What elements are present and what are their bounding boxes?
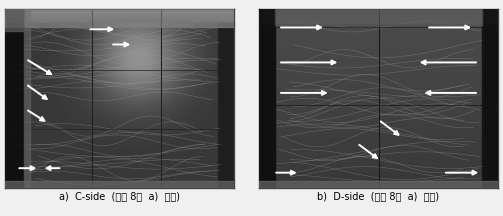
Bar <box>259 181 498 188</box>
Bar <box>5 9 25 188</box>
Bar <box>5 181 234 188</box>
Bar <box>259 9 275 188</box>
Bar <box>482 9 498 188</box>
Bar <box>275 9 482 25</box>
Bar <box>5 27 25 31</box>
Bar <box>5 9 234 27</box>
X-axis label: a)  C-side  (그림 8의  a)  참조): a) C-side (그림 8의 a) 참조) <box>59 191 180 201</box>
X-axis label: b)  D-side  (그림 8의  a)  참조): b) D-side (그림 8의 a) 참조) <box>317 191 440 201</box>
Bar <box>25 9 30 188</box>
